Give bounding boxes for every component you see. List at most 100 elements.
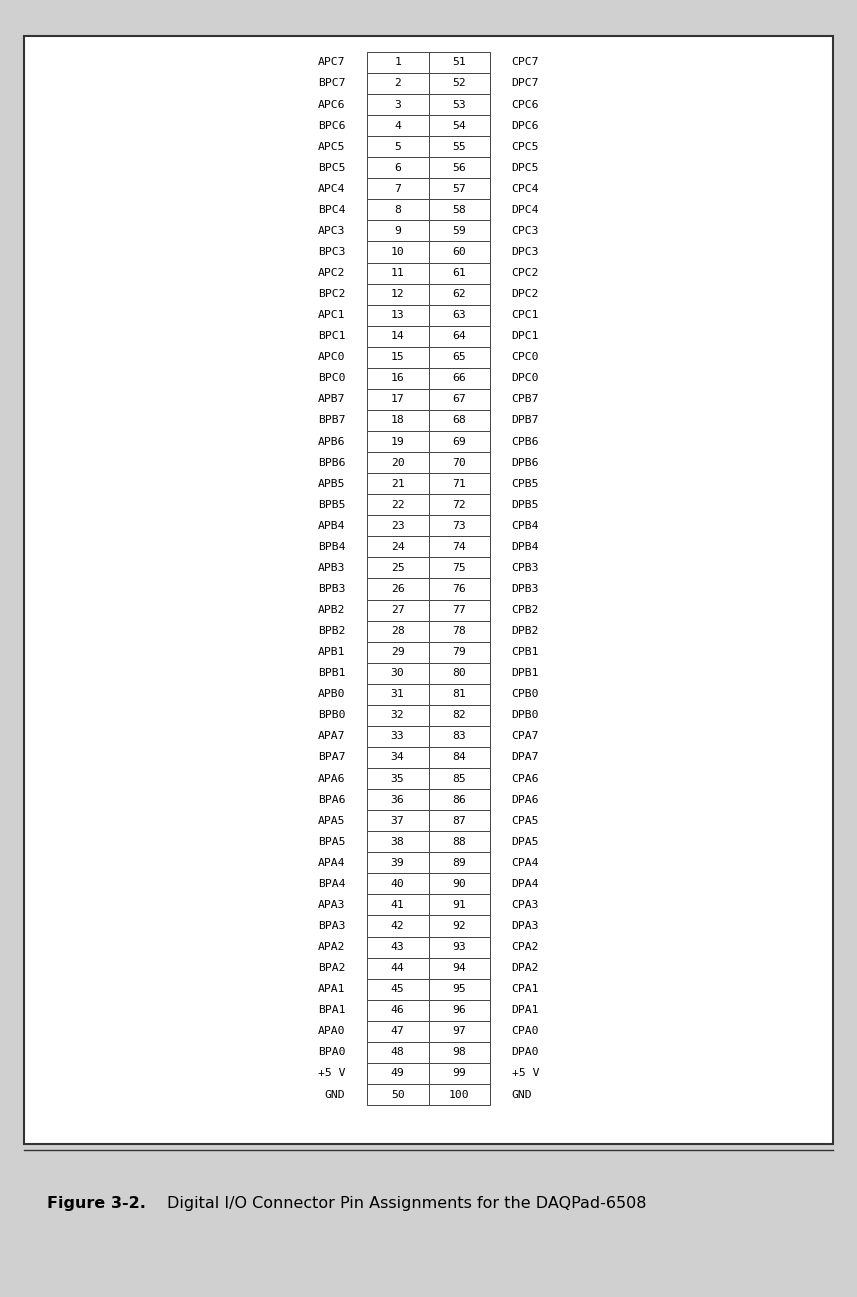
Text: BPC1: BPC1 [318,331,345,341]
Text: DPA4: DPA4 [512,879,539,888]
Text: 62: 62 [452,289,466,300]
Text: 83: 83 [452,732,466,742]
Text: 88: 88 [452,837,466,847]
Text: DPA2: DPA2 [512,964,539,973]
Text: 59: 59 [452,226,466,236]
Bar [367,73,428,93]
Text: APA6: APA6 [318,773,345,783]
Text: DPB7: DPB7 [512,415,539,425]
Text: 89: 89 [452,857,466,868]
Text: 64: 64 [452,331,466,341]
Bar [367,1084,428,1105]
Bar [428,936,490,957]
Text: 82: 82 [452,711,466,720]
Text: 16: 16 [391,374,405,384]
Text: 61: 61 [452,268,466,278]
Bar [367,136,428,157]
Text: DPB1: DPB1 [512,668,539,678]
Text: BPB5: BPB5 [318,499,345,510]
Text: 47: 47 [391,1026,405,1036]
Text: BPB6: BPB6 [318,458,345,468]
Text: 76: 76 [452,584,466,594]
Text: 2: 2 [394,79,401,88]
Bar [367,368,428,389]
Text: APA5: APA5 [318,816,345,826]
Text: CPA6: CPA6 [512,773,539,783]
Bar [367,1021,428,1041]
Text: APC2: APC2 [318,268,345,278]
Text: DPB2: DPB2 [512,626,539,636]
Text: 23: 23 [391,521,405,530]
Text: APB6: APB6 [318,437,345,446]
Text: 55: 55 [452,141,466,152]
Text: CPA0: CPA0 [512,1026,539,1036]
Bar [367,157,428,178]
Text: 31: 31 [391,689,405,699]
Text: APC4: APC4 [318,184,345,193]
Bar [367,453,428,473]
Text: 65: 65 [452,353,466,362]
Text: GND: GND [512,1089,532,1100]
Text: CPC2: CPC2 [512,268,539,278]
Text: 42: 42 [391,921,405,931]
Text: CPC0: CPC0 [512,353,539,362]
Bar [367,620,428,642]
Bar [367,642,428,663]
Text: DPA6: DPA6 [512,795,539,804]
Text: 99: 99 [452,1069,466,1078]
Text: 4: 4 [394,121,401,131]
Text: 74: 74 [452,542,466,551]
Text: 57: 57 [452,184,466,193]
Text: CPB7: CPB7 [512,394,539,405]
Text: 41: 41 [391,900,405,910]
Text: APB1: APB1 [318,647,345,658]
Text: DPC1: DPC1 [512,331,539,341]
Text: 86: 86 [452,795,466,804]
Bar [428,663,490,684]
Text: 85: 85 [452,773,466,783]
Text: DPC0: DPC0 [512,374,539,384]
Text: 19: 19 [391,437,405,446]
Bar [428,1084,490,1105]
Text: 97: 97 [452,1026,466,1036]
Bar [367,957,428,979]
Text: 73: 73 [452,521,466,530]
Text: 49: 49 [391,1069,405,1078]
Bar [428,136,490,157]
Text: CPC4: CPC4 [512,184,539,193]
Text: 9: 9 [394,226,401,236]
Text: 46: 46 [391,1005,405,1016]
Bar [367,704,428,726]
Bar [367,747,428,768]
Text: CPA1: CPA1 [512,984,539,995]
Text: 24: 24 [391,542,405,551]
Text: CPC1: CPC1 [512,310,539,320]
Text: APC5: APC5 [318,141,345,152]
Text: 60: 60 [452,246,466,257]
Text: APC0: APC0 [318,353,345,362]
Bar [367,979,428,1000]
Text: 66: 66 [452,374,466,384]
Text: 45: 45 [391,984,405,995]
Bar [367,346,428,368]
Bar [428,957,490,979]
Bar [428,578,490,599]
Text: CPA7: CPA7 [512,732,539,742]
Text: 53: 53 [452,100,466,109]
Text: 98: 98 [452,1048,466,1057]
Text: APB2: APB2 [318,606,345,615]
Text: 26: 26 [391,584,405,594]
Bar [428,200,490,220]
Text: BPC2: BPC2 [318,289,345,300]
Text: APA2: APA2 [318,942,345,952]
Bar [24,36,833,1144]
Text: BPB3: BPB3 [318,584,345,594]
Text: BPB7: BPB7 [318,415,345,425]
Text: 32: 32 [391,711,405,720]
Text: 54: 54 [452,121,466,131]
Bar [428,241,490,262]
Bar [428,431,490,453]
Text: 15: 15 [391,353,405,362]
Text: BPA1: BPA1 [318,1005,345,1016]
Text: 17: 17 [391,394,405,405]
